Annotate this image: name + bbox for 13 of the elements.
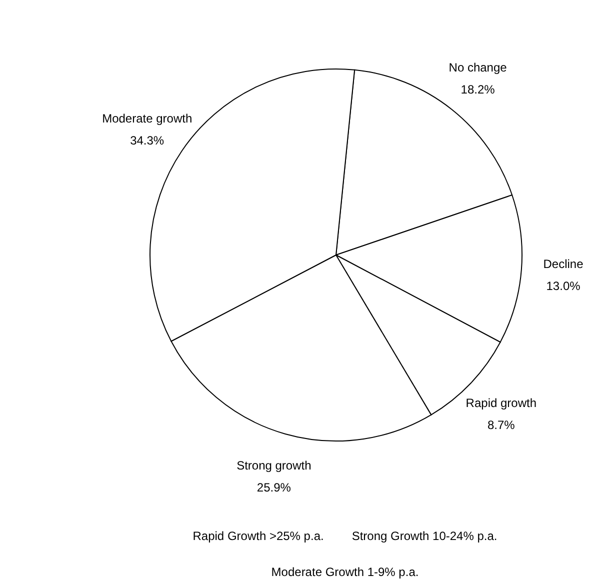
slice-label: Decline	[543, 257, 584, 272]
data-label: 25.9%	[256, 480, 292, 494]
data-label: 13.0%	[546, 279, 581, 294]
slice-label: Rapid growth	[466, 396, 537, 410]
slice-label: No change	[448, 60, 508, 74]
slice-label: Strong growth	[236, 458, 312, 472]
text: Moderate Growth 1-9% p.a.	[271, 564, 419, 581]
data-label: 34.3%	[130, 133, 164, 148]
text: Rapid Growth >25% p.a.	[192, 528, 324, 545]
data-label: 18.2%	[460, 82, 496, 96]
text: Strong Growth 10-24% p.a.	[352, 528, 498, 545]
slice-label: Moderate growth	[102, 111, 192, 126]
data-label: 8.7%	[487, 418, 516, 432]
